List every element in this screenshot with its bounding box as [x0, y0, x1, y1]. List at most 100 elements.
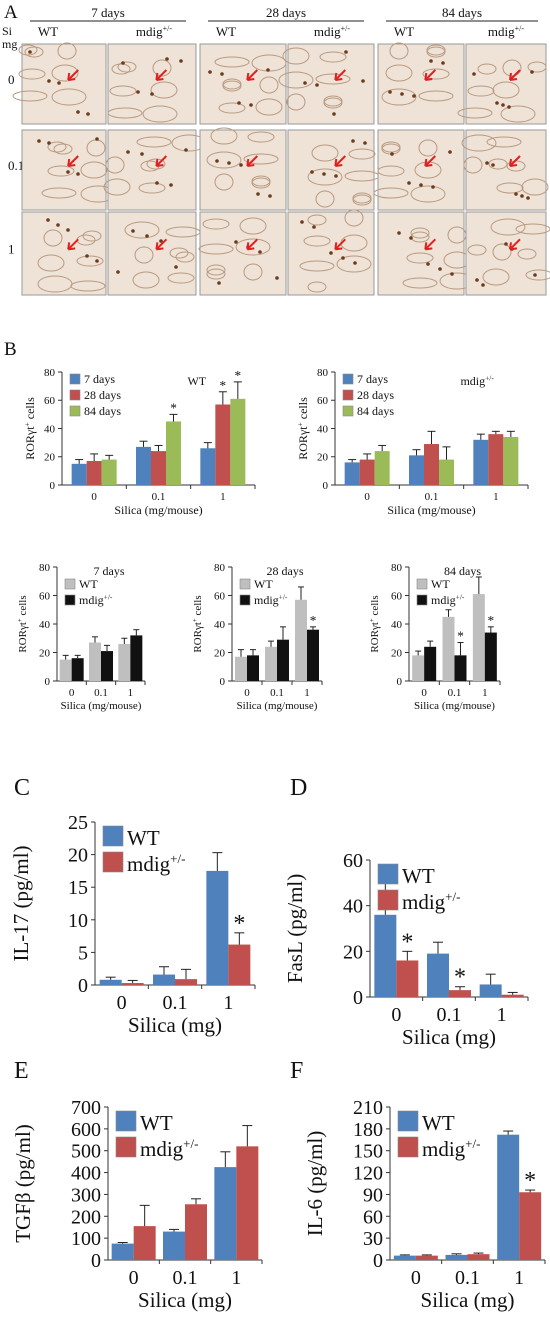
- tissue-texture: [477, 63, 497, 75]
- x-axis-label: Silica (mg): [128, 1013, 222, 1037]
- panel-label-f: F: [290, 1058, 303, 1084]
- y-axis-label: RORγt+ cells: [17, 595, 29, 652]
- y-tick-label: 90: [363, 1184, 383, 1206]
- y-tick-label: 10: [68, 910, 88, 932]
- cell-nucleus: [530, 70, 534, 74]
- legend-label: 84 days: [357, 404, 394, 418]
- tissue-texture: [255, 98, 283, 116]
- y-tick-label: 200: [71, 1206, 101, 1228]
- micrograph-image: [287, 129, 375, 211]
- cell-nucleus: [184, 148, 188, 152]
- arrow-head: [509, 158, 518, 167]
- x-tick-label: 0.1: [173, 1267, 198, 1289]
- cell-nucleus: [76, 110, 80, 114]
- legend-label: 7 days: [84, 372, 115, 386]
- cell-nucleus: [361, 79, 365, 83]
- tissue-texture: [381, 141, 401, 153]
- cell-nucleus: [150, 92, 154, 96]
- y-tick-label: 0: [220, 676, 226, 688]
- bar-b4-0-0: [235, 656, 247, 681]
- significance-star: *: [524, 1168, 536, 1194]
- tissue-texture: [492, 81, 520, 99]
- cell-nucleus: [37, 139, 41, 143]
- tissue-texture: [426, 44, 446, 56]
- y-axis-label: FasL (pg/ml): [283, 874, 307, 983]
- tissue-texture: [259, 76, 279, 94]
- tissue-texture: [152, 59, 172, 77]
- x-tick-label: 0.1: [152, 491, 166, 503]
- chart-title: 7 days: [94, 564, 125, 578]
- x-tick-label: 0: [421, 687, 427, 699]
- panel-label-a: A: [4, 2, 18, 23]
- cell-nucleus: [47, 141, 51, 145]
- y-tick-label: 25: [68, 812, 88, 834]
- arrow-head: [334, 242, 343, 251]
- bar-c-1-2: [228, 944, 251, 985]
- cell-nucleus: [312, 225, 316, 229]
- bar-d-1-0: [396, 960, 419, 997]
- genotype-label: mdig+/-: [136, 24, 173, 39]
- arrow-shaft: [67, 155, 79, 167]
- cell-nucleus: [412, 94, 416, 98]
- x-tick-label: 1: [128, 687, 134, 699]
- bar-b1-2-0: [101, 459, 117, 485]
- y-tick-label: 180: [353, 1119, 383, 1141]
- legend-swatch: [397, 1110, 419, 1132]
- tissue-texture: [278, 71, 314, 89]
- legend-label: 7 days: [357, 372, 388, 386]
- tissue-texture: [515, 223, 550, 235]
- cell-nucleus: [126, 150, 130, 154]
- cell-nucleus: [215, 159, 219, 163]
- bar-b2-2-2: [503, 436, 519, 485]
- arrow-shaft: [155, 69, 168, 81]
- tissue-texture: [243, 263, 263, 281]
- tissue-texture: [43, 229, 63, 247]
- legend-swatch: [342, 389, 354, 401]
- legend-label: mdig+/-: [254, 592, 288, 607]
- arrow-head: [424, 242, 433, 251]
- bar-d-1-2: [501, 994, 524, 997]
- arrow-head: [246, 158, 255, 167]
- legend-label: WT: [79, 577, 98, 591]
- cell-nucleus: [256, 192, 260, 196]
- x-axis-label: Silica (mg/mouse): [237, 700, 318, 712]
- tissue-texture: [80, 161, 108, 179]
- y-tick-label: 20: [391, 647, 403, 659]
- bar-e-0-2: [214, 1167, 237, 1260]
- x-tick-label: 1: [482, 687, 488, 699]
- legend-label: mdig+/-: [127, 851, 185, 876]
- tissue-texture: [51, 88, 87, 106]
- bar-b5-1-2: [484, 632, 497, 681]
- cell-nucleus: [121, 61, 125, 65]
- arrow-head: [155, 72, 164, 81]
- x-tick-label: 0: [117, 992, 127, 1014]
- y-tick-label: 20: [317, 452, 329, 464]
- legend-swatch: [69, 389, 81, 401]
- tissue-texture: [389, 42, 409, 60]
- tissue-texture: [490, 218, 526, 236]
- panel-a-micrographs: A 7 days WT mdig+/- 28 days WT mdig+/- 84 days W…: [2, 2, 550, 296]
- genotype-label: mdig+/-: [488, 24, 525, 39]
- day-header: 28 days: [266, 5, 306, 20]
- tissue-texture: [381, 88, 417, 106]
- x-tick-label: 0.1: [425, 491, 439, 503]
- x-tick-label: 0: [91, 491, 97, 503]
- arrow-shaft: [155, 238, 168, 251]
- cell-nucleus: [174, 265, 178, 269]
- bar-b1-2-1: [166, 421, 181, 485]
- tissue-texture: [239, 217, 267, 235]
- cell-nucleus: [155, 181, 159, 185]
- tissue-texture: [103, 178, 131, 196]
- cell-nucleus: [85, 254, 89, 258]
- tissue-texture: [51, 64, 79, 82]
- x-tick-label: 0.1: [437, 1004, 462, 1026]
- cell-nucleus: [507, 105, 511, 109]
- cell-nucleus: [419, 183, 423, 187]
- arrow-head: [155, 158, 164, 167]
- genotype-label: WT: [394, 24, 414, 39]
- y-tick-label: 15: [68, 877, 88, 899]
- x-tick-label: 0.1: [270, 687, 284, 699]
- cell-nucleus: [66, 228, 70, 232]
